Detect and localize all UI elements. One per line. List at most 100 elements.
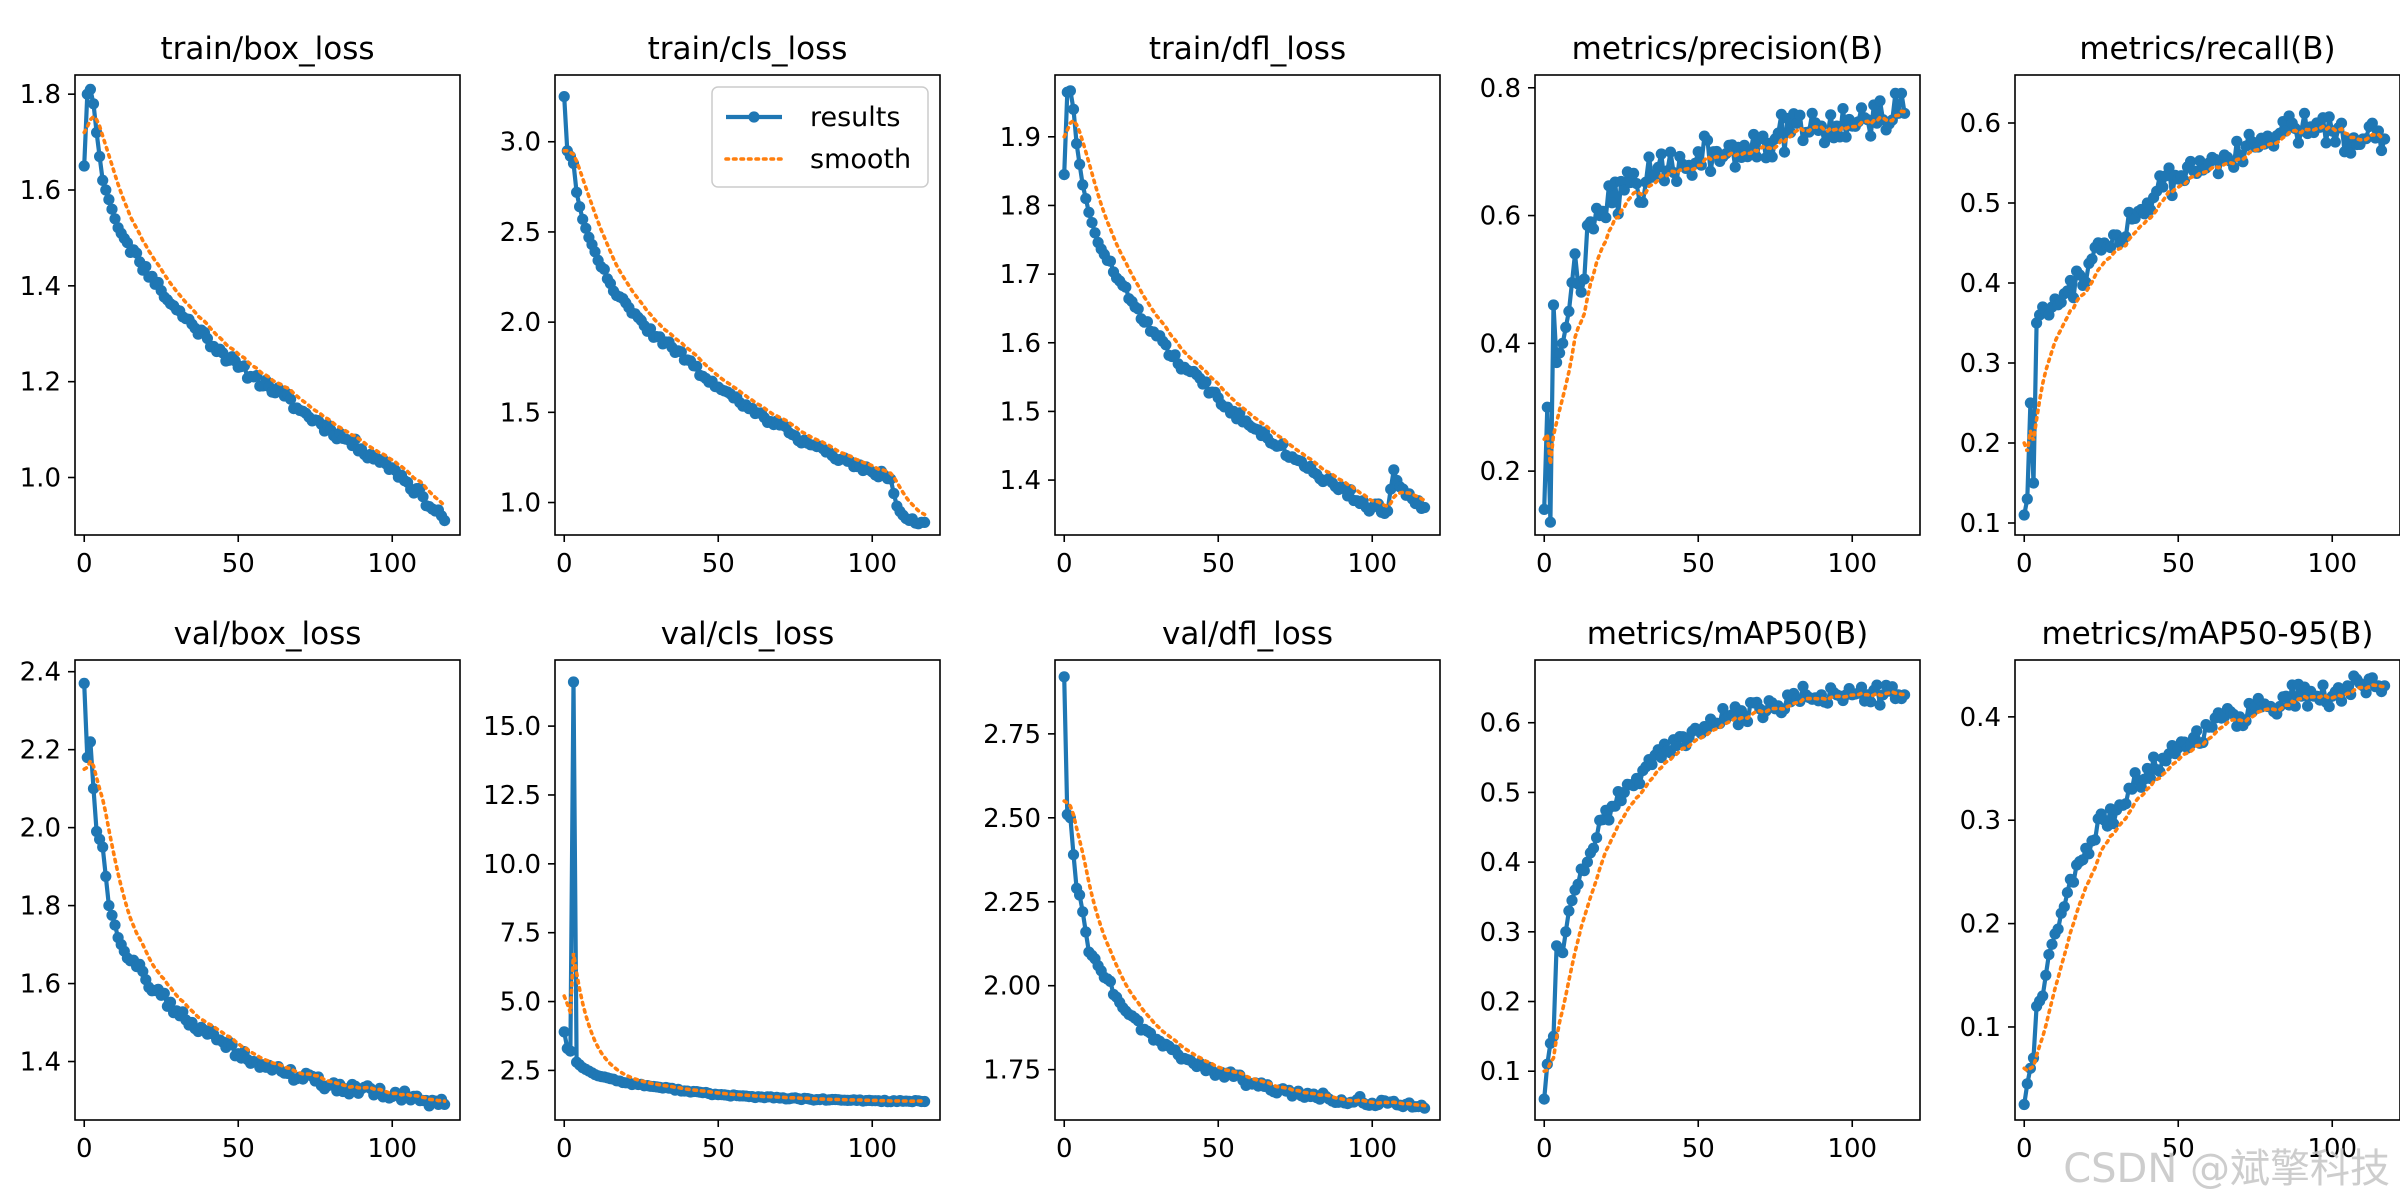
results-data-point [2021,493,2033,505]
results-data-point [78,677,90,690]
results-data-point [1569,248,1581,260]
results-data-point [2335,117,2348,129]
subplot-val-dfl-loss: val/dfl_loss 0 50 100 1.75 2.00 2.25 2.50 2.75 [983,616,1441,1164]
axes-frame [1054,74,1441,536]
results-data-point [2058,901,2070,913]
results-data-point [1132,303,1144,315]
results-data-point [1560,926,1572,938]
results-data-point [1074,158,1086,170]
y-tick-label: 0.2 [1960,910,2001,940]
results-data-point [2212,168,2224,180]
results-data-point [1541,401,1553,413]
results-data-point [1705,165,1717,177]
results-data-point [1686,169,1698,181]
results-data-point [1560,321,1572,333]
x-tick-label: 100 [1347,549,1397,579]
results-data-point [1083,206,1095,218]
subplot-val-cls-loss: val/cls_loss 0 50 100 2.5 5.0 7.5 10.0 12.5 15.0 [483,616,941,1164]
results-data-point [1080,926,1092,938]
y-tick-label: 0.1 [1480,1057,1521,1087]
y-tick-label: 1.5 [500,398,541,428]
subplot-metrics-precision-b-: metrics/precision(B) 0 50 100 0.2 0.4 0.6 0.8 [1480,31,1921,579]
results-data-point [1899,107,1911,119]
axes-frame [1534,659,1921,1121]
results-data-point [1778,146,1791,158]
results-data-point [140,261,152,273]
results-data-point [87,98,100,110]
y-tick-label: 1.6 [20,176,61,206]
results-data-point [2018,509,2030,521]
y-tick-label: 0.2 [1960,429,2001,459]
results-data-point [97,174,109,186]
y-tick-label: 0.5 [1960,189,2001,219]
results-data-point [97,841,109,853]
results-data-point [1837,103,1849,115]
results-data-point [1874,699,1886,711]
results-data-point [2027,477,2040,489]
y-tick-label: 15.0 [483,712,541,742]
y-tick-label: 1.5 [1000,397,1041,427]
results-data-point [2080,276,2092,288]
y-tick-label: 1.0 [20,464,61,494]
results-data-point [1141,316,1153,328]
y-tick-label: 2.0 [500,308,541,338]
subplot-title: val/box_loss [174,616,362,652]
x-tick-label: 100 [847,549,897,579]
subplot-train-box-loss: train/box_loss 0 50 100 1.0 1.2 1.4 1.6 1.8 [20,31,461,579]
results-data-point [2043,949,2055,961]
x-tick-label: 50 [702,1134,735,1164]
results-data-point [2163,162,2175,174]
y-tick-label: 1.8 [20,892,61,922]
results-data-point [598,263,610,275]
results-data-point [109,213,121,225]
y-tick-label: 0.3 [1480,918,1521,948]
smooth-series-line [562,952,927,1104]
results-data-point [1825,109,1837,121]
y-tick-label: 2.5 [500,1056,541,1086]
results-data-point [2280,690,2292,702]
results-data-point [87,783,100,795]
results-data-point [1600,212,1612,224]
x-tick-label: 0 [76,1134,93,1164]
y-tick-label: 0.4 [1480,329,1521,359]
results-data-point [1615,175,1627,188]
y-tick-label: 1.75 [983,1056,1041,1086]
x-tick-label: 100 [1347,1134,1397,1164]
x-tick-label: 0 [1536,1134,1553,1164]
y-tick-label: 2.0 [20,814,61,844]
results-data-point [2040,969,2052,981]
results-data-point [417,491,429,503]
results-data-point [2086,253,2098,265]
results-data-point [1865,696,1877,708]
results-data-point [2067,876,2080,888]
subplot-title: metrics/recall(B) [2079,31,2335,67]
results-data-point [1572,878,1584,890]
results-data-point [103,194,115,206]
results-data-point [1637,196,1649,208]
results-data-point [1871,679,1883,691]
y-tick-label: 12.5 [483,781,541,811]
results-data-point [84,83,96,95]
x-tick-label: 50 [1682,1134,1715,1164]
results-data-point [1557,947,1569,959]
results-data-point [1655,148,1667,160]
results-data-point [1104,975,1116,988]
results-data-point [1587,842,1600,854]
x-tick-label: 0 [76,549,93,579]
results-data-point [2342,680,2354,692]
results-data-point [644,323,657,335]
results-data-point [1865,130,1877,142]
y-tick-label: 1.6 [20,970,61,1000]
smooth-series-line [1062,117,1427,509]
smooth-series-line [562,149,927,517]
results-data-point [2089,834,2101,846]
results-data-point [1591,832,1603,844]
results-data-point [1382,505,1394,517]
results-data-point [1886,681,1898,693]
results-data-point [1578,273,1590,285]
results-data-point [1563,305,1575,317]
y-tick-label: 1.4 [20,272,61,302]
x-tick-label: 0 [1056,1134,1073,1164]
results-data-point [84,736,96,748]
